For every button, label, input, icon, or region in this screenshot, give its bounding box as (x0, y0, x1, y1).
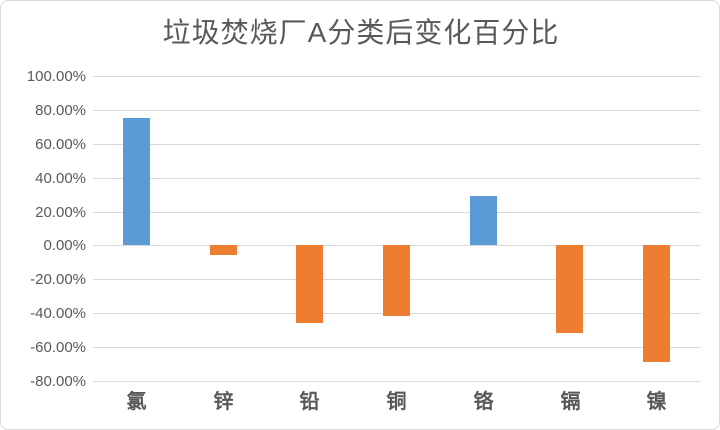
bar-0 (123, 118, 150, 245)
bar-1 (210, 245, 237, 255)
y-axis-tick-label: 40.00% (35, 170, 86, 187)
x-axis-category-label: 铅 (299, 391, 320, 413)
bar-3 (383, 245, 410, 316)
y-axis-tick-label: 60.00% (35, 136, 86, 153)
bar-6 (643, 245, 670, 362)
y-axis-tick-label: 100.00% (26, 68, 86, 85)
gridline (93, 381, 700, 382)
x-axis-category-label: 铜 (386, 391, 407, 413)
bar-2 (296, 245, 323, 323)
x-axis-category-label: 铬 (473, 391, 494, 413)
bar-5 (556, 245, 583, 333)
gridline (93, 212, 700, 213)
gridline (93, 347, 700, 348)
y-axis-tick-label: -20.00% (30, 271, 86, 288)
gridline (93, 76, 700, 77)
y-axis-tick-label: -60.00% (30, 339, 86, 356)
y-axis-tick-label: 80.00% (35, 102, 86, 119)
bar-4 (470, 196, 497, 245)
gridline (93, 110, 700, 111)
chart-title: 垃圾焚烧厂A分类后变化百分比 (162, 17, 560, 48)
y-axis-tick-label: -80.00% (30, 373, 86, 390)
x-axis-category-label: 氯 (126, 391, 147, 413)
y-axis-tick-label: 20.00% (35, 204, 86, 221)
y-axis-tick-label: -40.00% (30, 305, 86, 322)
gridline (93, 144, 700, 145)
x-axis-category-label: 镉 (560, 391, 581, 413)
gridline (93, 178, 700, 179)
x-axis-category-label: 镍 (646, 391, 667, 413)
x-axis-category-label: 锌 (213, 391, 234, 413)
y-axis-tick-label: 0.00% (43, 237, 86, 254)
